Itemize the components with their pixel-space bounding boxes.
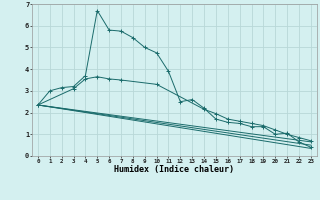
X-axis label: Humidex (Indice chaleur): Humidex (Indice chaleur) xyxy=(115,165,234,174)
